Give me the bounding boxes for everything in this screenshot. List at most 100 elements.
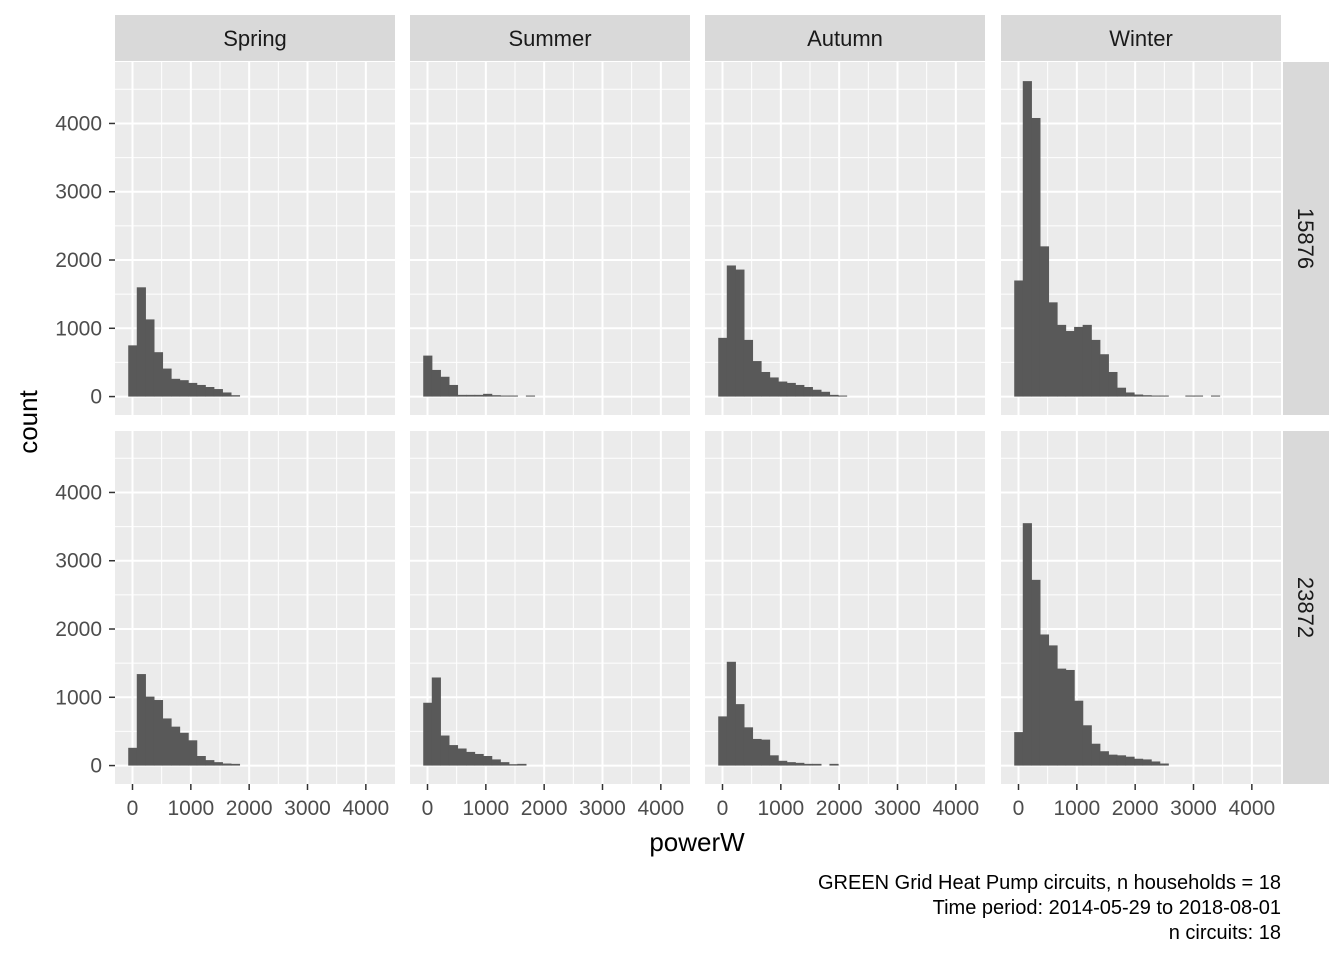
- x-tick-label: 1000: [1053, 797, 1100, 820]
- strip-background: [705, 15, 985, 61]
- histogram-bar: [457, 748, 467, 766]
- panels-layer: [115, 62, 1281, 784]
- histogram-bar: [1099, 354, 1109, 397]
- histogram-bar: [423, 355, 433, 397]
- histogram-bar: [1125, 756, 1135, 766]
- histogram-bar: [222, 392, 232, 397]
- histogram-bar: [1039, 634, 1050, 766]
- histogram-bar: [171, 726, 181, 766]
- histogram-bar: [448, 384, 459, 397]
- histogram-bar: [829, 763, 839, 766]
- strip-background: [1001, 15, 1281, 61]
- histogram-bar: [743, 339, 754, 397]
- histogram-bar: [1039, 246, 1050, 397]
- histogram-bar: [1116, 387, 1127, 397]
- histogram-bar: [1065, 669, 1075, 766]
- histogram-bar: [1022, 523, 1032, 766]
- x-tick-label: 1000: [757, 797, 804, 820]
- histogram-bar: [213, 762, 223, 766]
- x-tick-label: 0: [422, 797, 434, 820]
- histogram-bar: [735, 704, 745, 766]
- x-tick-label: 2000: [226, 797, 273, 820]
- histogram-bar: [1159, 395, 1169, 397]
- histogram-bar: [145, 696, 155, 766]
- facet-panel-autumn-23872: [705, 431, 985, 784]
- histogram-bar: [136, 287, 146, 397]
- histogram-bar: [803, 763, 813, 766]
- histogram-bar: [483, 393, 493, 397]
- caption-line: n circuits: 18: [1169, 922, 1281, 944]
- y-tick-label: 2000: [55, 249, 102, 272]
- histogram-bar: [423, 702, 433, 766]
- histogram-bar: [188, 382, 198, 397]
- histogram-bar: [1022, 81, 1032, 397]
- facet-panel-autumn-15876: [705, 62, 985, 415]
- facet-panel-winter-15876: [1001, 62, 1281, 415]
- histogram-bar: [483, 756, 493, 766]
- histogram-bar: [769, 755, 779, 766]
- histogram-bar: [795, 384, 805, 397]
- histogram-bar: [726, 661, 736, 766]
- histogram-bar: [1048, 645, 1058, 766]
- histogram-bar: [778, 760, 788, 766]
- histogram-bar: [153, 352, 164, 397]
- histogram-bar: [1125, 392, 1135, 397]
- x-tick-label: 1000: [167, 797, 214, 820]
- histogram-bar: [508, 764, 518, 766]
- x-tick-label: 2000: [816, 797, 863, 820]
- histogram-bar: [205, 760, 215, 766]
- histogram-bar: [457, 394, 467, 397]
- histogram-bar: [508, 395, 518, 397]
- facet-panel-summer-23872: [410, 431, 690, 784]
- column-strip-label: Autumn: [807, 26, 883, 51]
- histogram-bar: [812, 763, 822, 766]
- histogram-bar: [803, 387, 813, 397]
- histogram-bar: [769, 377, 779, 397]
- caption: GREEN Grid Heat Pump circuits, n househo…: [818, 872, 1281, 944]
- column-strip-label: Spring: [223, 26, 287, 51]
- x-tick-label: 0: [127, 797, 139, 820]
- histogram-bar: [145, 319, 155, 397]
- x-tick-label: 3000: [284, 797, 331, 820]
- x-tick-label: 4000: [1228, 797, 1275, 820]
- column-strip-label: Summer: [508, 26, 591, 51]
- histogram-bar: [1065, 331, 1075, 397]
- histogram-bar: [838, 395, 848, 397]
- histogram-bar: [179, 732, 189, 766]
- y-tick-label: 3000: [55, 181, 102, 204]
- histogram-bar: [761, 371, 771, 397]
- histogram-bar: [1014, 732, 1024, 766]
- histogram-bar: [1134, 758, 1144, 766]
- histogram-bar: [1091, 339, 1101, 397]
- histogram-bar: [213, 389, 223, 397]
- strip-spring: Spring: [115, 15, 395, 61]
- histogram-bar: [812, 389, 822, 397]
- histogram-bar: [128, 747, 138, 766]
- histogram-bar: [795, 762, 805, 766]
- histogram-bar: [752, 361, 762, 397]
- histogram-bar: [829, 394, 839, 397]
- histogram-bar: [1082, 725, 1092, 766]
- histogram-bar: [1116, 755, 1127, 766]
- histogram-bar: [735, 269, 745, 397]
- histogram-bar: [786, 382, 796, 397]
- row-strip-label: 23872: [1293, 577, 1318, 638]
- histogram-bar: [820, 391, 831, 397]
- x-tick-label: 3000: [1170, 797, 1217, 820]
- histogram-bar: [136, 674, 146, 766]
- histogram-bar: [1108, 371, 1118, 397]
- x-tick-label: 4000: [342, 797, 389, 820]
- histogram-bar: [1074, 700, 1084, 766]
- y-tick-label: 1000: [55, 686, 102, 709]
- histogram-bar: [474, 753, 484, 766]
- histogram-bar: [1048, 302, 1058, 397]
- facet-panel-spring-23872: [115, 431, 395, 784]
- histogram-bar: [196, 384, 206, 397]
- histogram-bar: [761, 739, 771, 766]
- axes-layer: Spring Summer Autumn Winter 15876 23872 0 1000 2…: [55, 15, 1329, 820]
- histogram-bar: [1031, 117, 1041, 397]
- x-tick-label: 2000: [1112, 797, 1159, 820]
- facet-panel-summer-15876: [410, 62, 690, 415]
- row-strip-label: 15876: [1293, 208, 1318, 269]
